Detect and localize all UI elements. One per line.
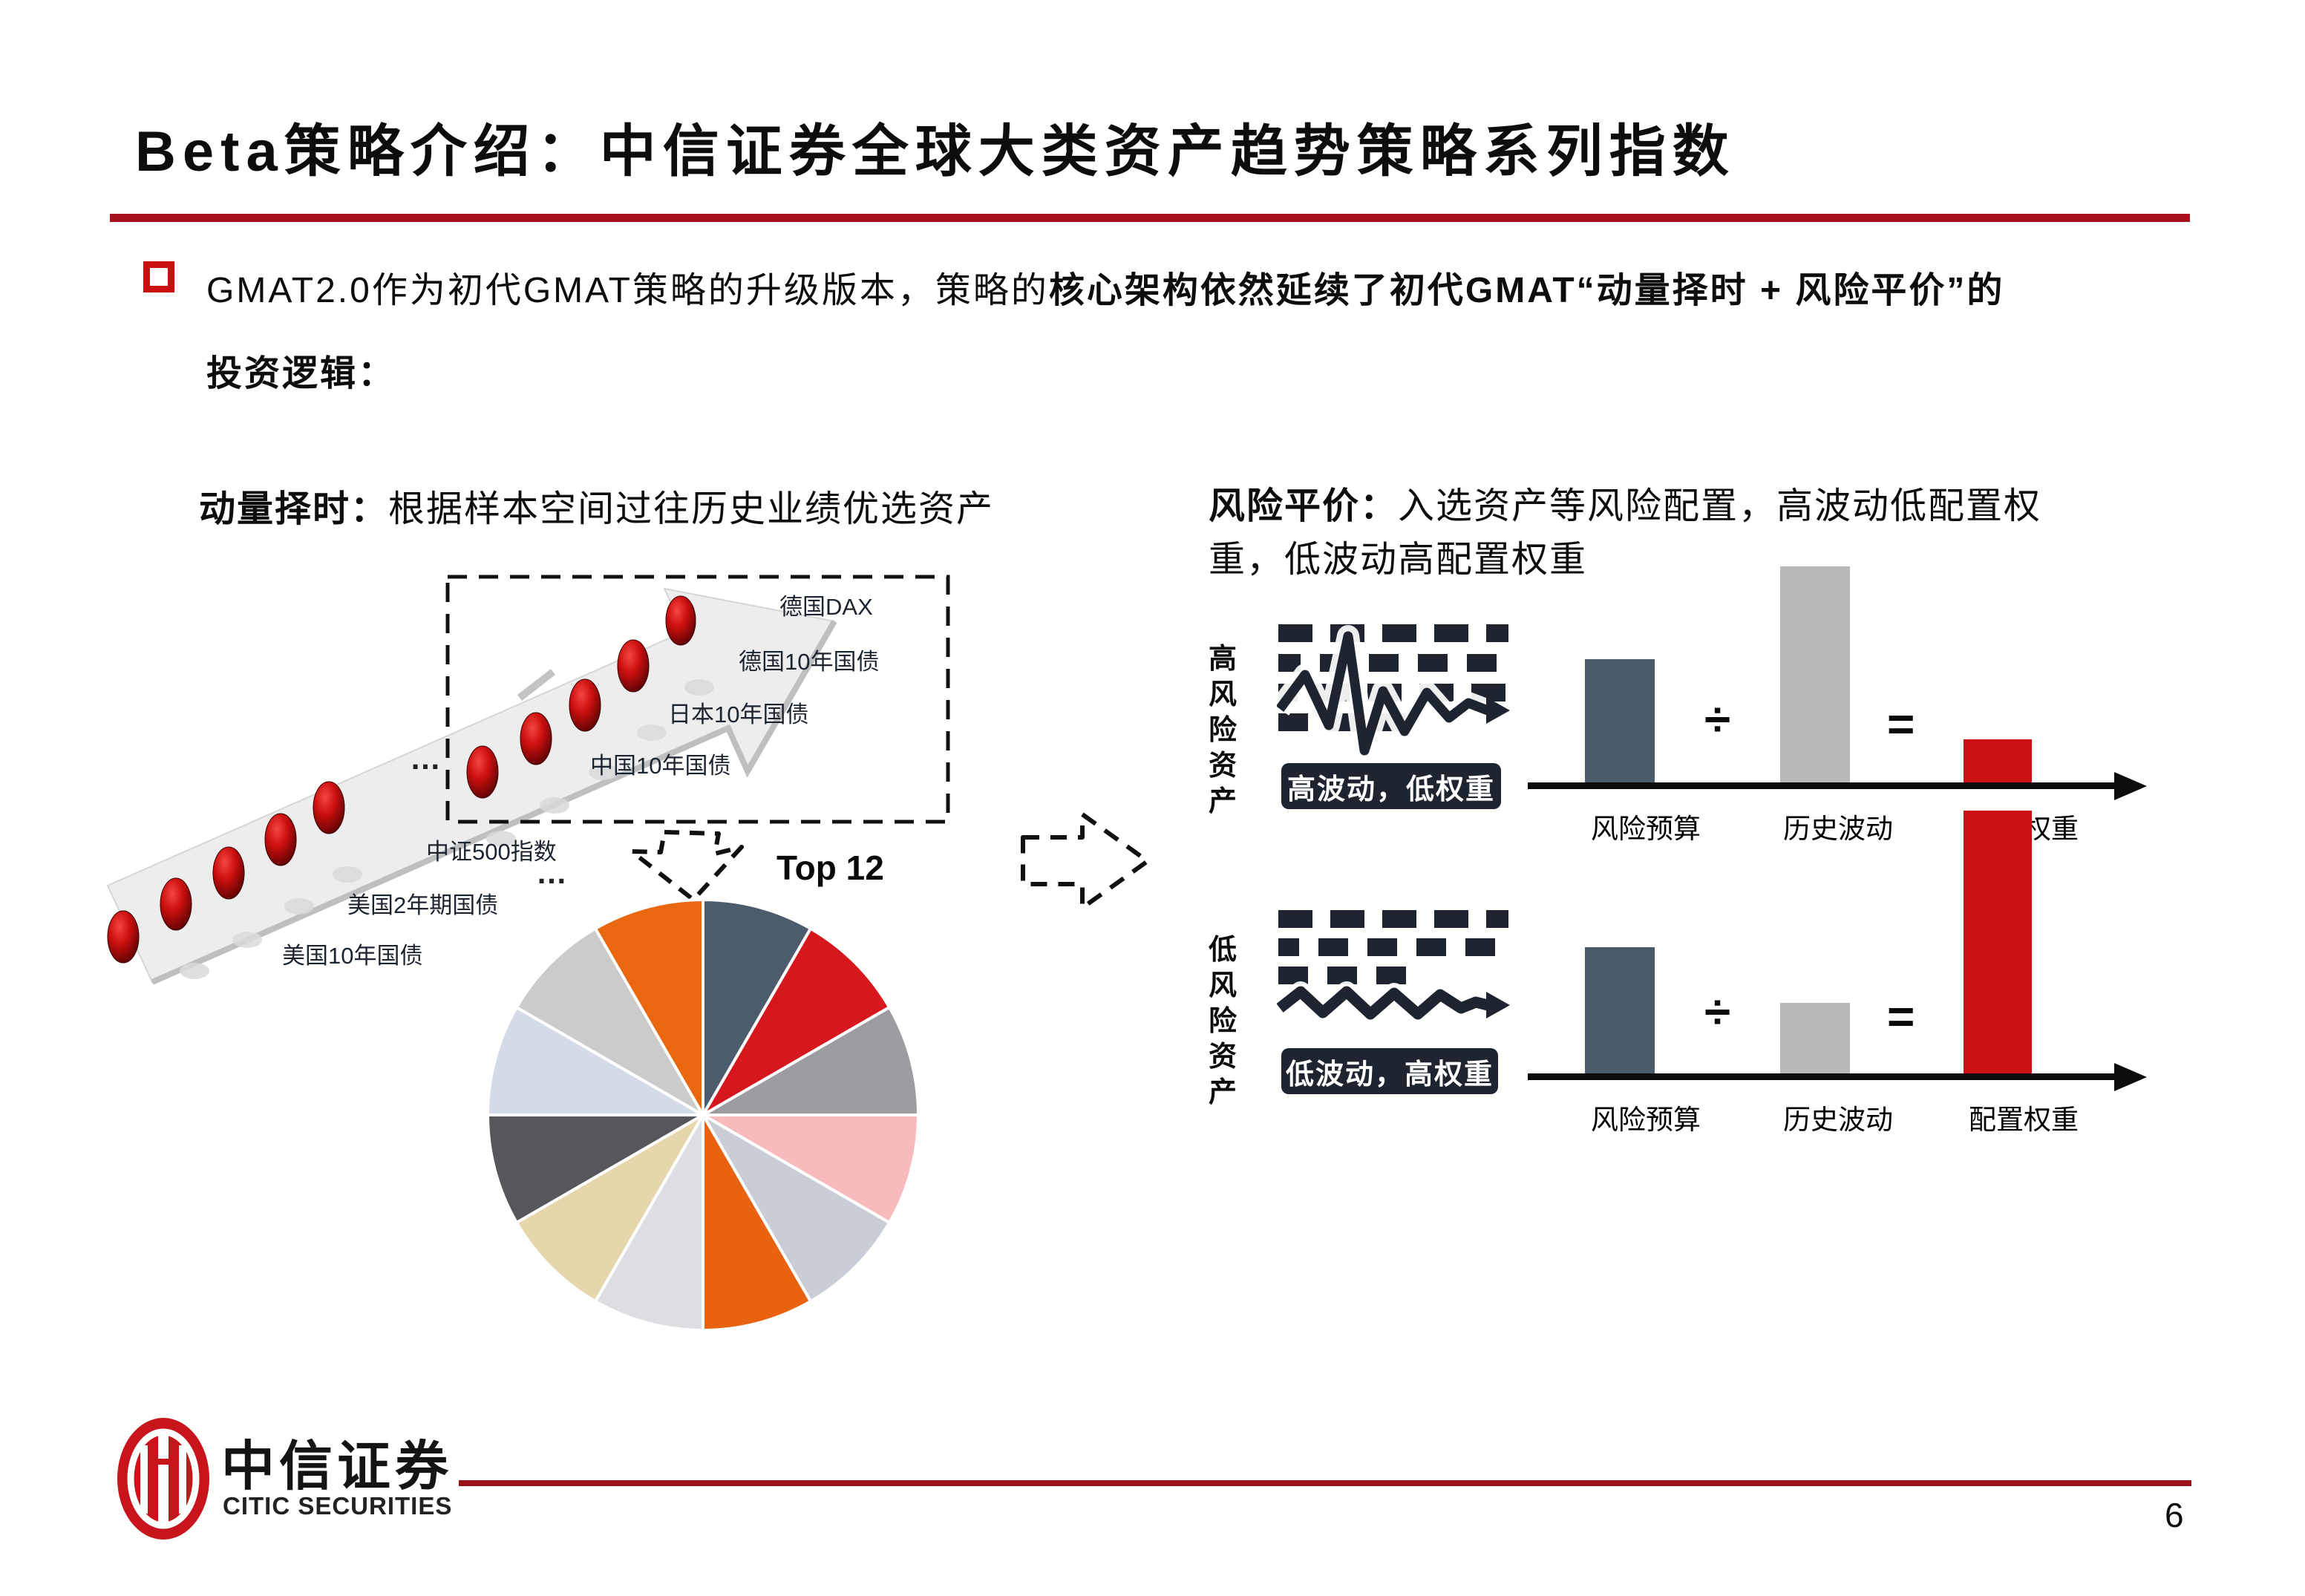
pie-slice <box>702 1109 813 1332</box>
down-arrow-icon <box>630 830 744 902</box>
equals-symbol: = <box>1887 990 1915 1043</box>
axis-label: 风险预算 <box>1591 814 1701 844</box>
asset-dot <box>313 781 345 834</box>
axis-label: 历史波动 <box>1783 814 1893 844</box>
flow-arrow-icon <box>1021 812 1150 910</box>
asset-dot <box>160 877 192 931</box>
asset-dot <box>520 712 552 765</box>
top12-label: Top 12 <box>776 848 884 887</box>
axis-line-low <box>1528 1073 2116 1080</box>
side-label-low-risk: 低风险资产 <box>1208 935 1237 1108</box>
low-vol-badge: 低波动，高权重 <box>1281 1048 1498 1094</box>
pie-slice <box>514 926 707 1119</box>
axis-arrowhead-low <box>2114 1063 2147 1091</box>
axis-label: 配置权重 <box>1969 1105 2079 1135</box>
pie-slice <box>702 897 813 1121</box>
asset-dot <box>212 846 245 900</box>
pie-slice <box>593 897 704 1121</box>
footer-rule <box>459 1480 2191 1486</box>
asset-dot <box>665 595 696 646</box>
citic-logo-icon <box>117 1418 209 1540</box>
pie-slice <box>485 1005 709 1116</box>
asset-label: 美国2年期国债 <box>347 892 499 918</box>
bullet-line-1: GMAT2.0作为初代GMAT策略的升级版本，策略的核心架构依然延续了初代GMA… <box>206 271 2005 310</box>
high-volatility-icon <box>1277 624 1510 761</box>
brand-name: 中信证券 <box>221 1437 454 1497</box>
axis-arrowhead-high <box>2114 772 2147 800</box>
asset-dot <box>617 639 650 693</box>
asset-label: 中国10年国债 <box>590 753 731 779</box>
low-volatility-icon <box>1277 910 1510 1024</box>
page-number: 6 <box>2165 1496 2184 1534</box>
pie-slice <box>697 1113 921 1225</box>
ellipsis-text: … <box>410 741 441 776</box>
trend-arrow-facet <box>517 669 556 701</box>
pie-slice <box>593 1109 704 1332</box>
trend-arrow-shading <box>151 619 837 985</box>
bar-hist-vol-high <box>1780 566 1850 782</box>
asset-dot <box>107 910 140 964</box>
bar-weight-high <box>1964 739 2032 782</box>
risk-parity-heading: 风险平价：入选资产等风险配置，高波动低配置权 重，低波动高配置权重 <box>1209 486 2042 580</box>
page-title: Beta策略介绍：中信证券全球大类资产趋势策略系列指数 <box>135 120 1736 183</box>
asset-label: 德国10年国债 <box>739 649 880 675</box>
momentum-heading: 动量择时：根据样本空间过往历史业绩优选资产 <box>199 489 995 529</box>
bullet-square-icon <box>143 261 174 292</box>
asset-label: 美国10年国债 <box>282 943 423 969</box>
axis-label: 历史波动 <box>1783 1105 1893 1135</box>
asset-dot <box>264 813 297 866</box>
bar-hist-vol-low <box>1780 1003 1850 1073</box>
pie-slice <box>699 926 892 1119</box>
asset-dot <box>569 678 601 732</box>
ellipsis-text: … <box>536 855 567 890</box>
asset-label: 德国DAX <box>779 594 873 620</box>
bar-risk-budget-low <box>1585 947 1655 1073</box>
momentum-diagram-svg <box>106 575 950 985</box>
axis-label: 风险预算 <box>1591 1105 1701 1135</box>
pie-slice <box>699 1111 892 1304</box>
asset-dot <box>466 745 499 799</box>
divide-symbol: ÷ <box>1704 985 1731 1039</box>
brand-name-en: CITIC SECURITIES <box>223 1492 453 1520</box>
title-rule <box>110 214 2190 222</box>
divide-symbol: ÷ <box>1704 693 1731 746</box>
pie-chart <box>485 897 921 1332</box>
asset-label: 日本10年国债 <box>668 701 809 727</box>
side-label-high-risk: 高风险资产 <box>1208 644 1237 817</box>
bar-risk-budget-high <box>1585 659 1655 782</box>
asset-label: 中证500指数 <box>426 839 557 865</box>
pie-slice <box>697 1005 921 1116</box>
dashed-selection-box <box>445 575 950 824</box>
asset-dots <box>107 595 696 964</box>
bullet-text: GMAT2.0作为初代GMAT策略的升级版本，策略的核心架构依然延续了初代GMA… <box>206 249 2211 416</box>
bullet-line-2: 投资逻辑： <box>206 354 396 393</box>
pie-slice <box>514 1111 707 1304</box>
pie-slice <box>485 1113 709 1225</box>
axis-line-high <box>1528 782 2116 789</box>
high-vol-badge: 高波动，低权重 <box>1281 763 1501 809</box>
dot-shadows <box>180 679 714 979</box>
bar-weight-low <box>1964 811 2032 1073</box>
equals-symbol: = <box>1887 697 1915 750</box>
